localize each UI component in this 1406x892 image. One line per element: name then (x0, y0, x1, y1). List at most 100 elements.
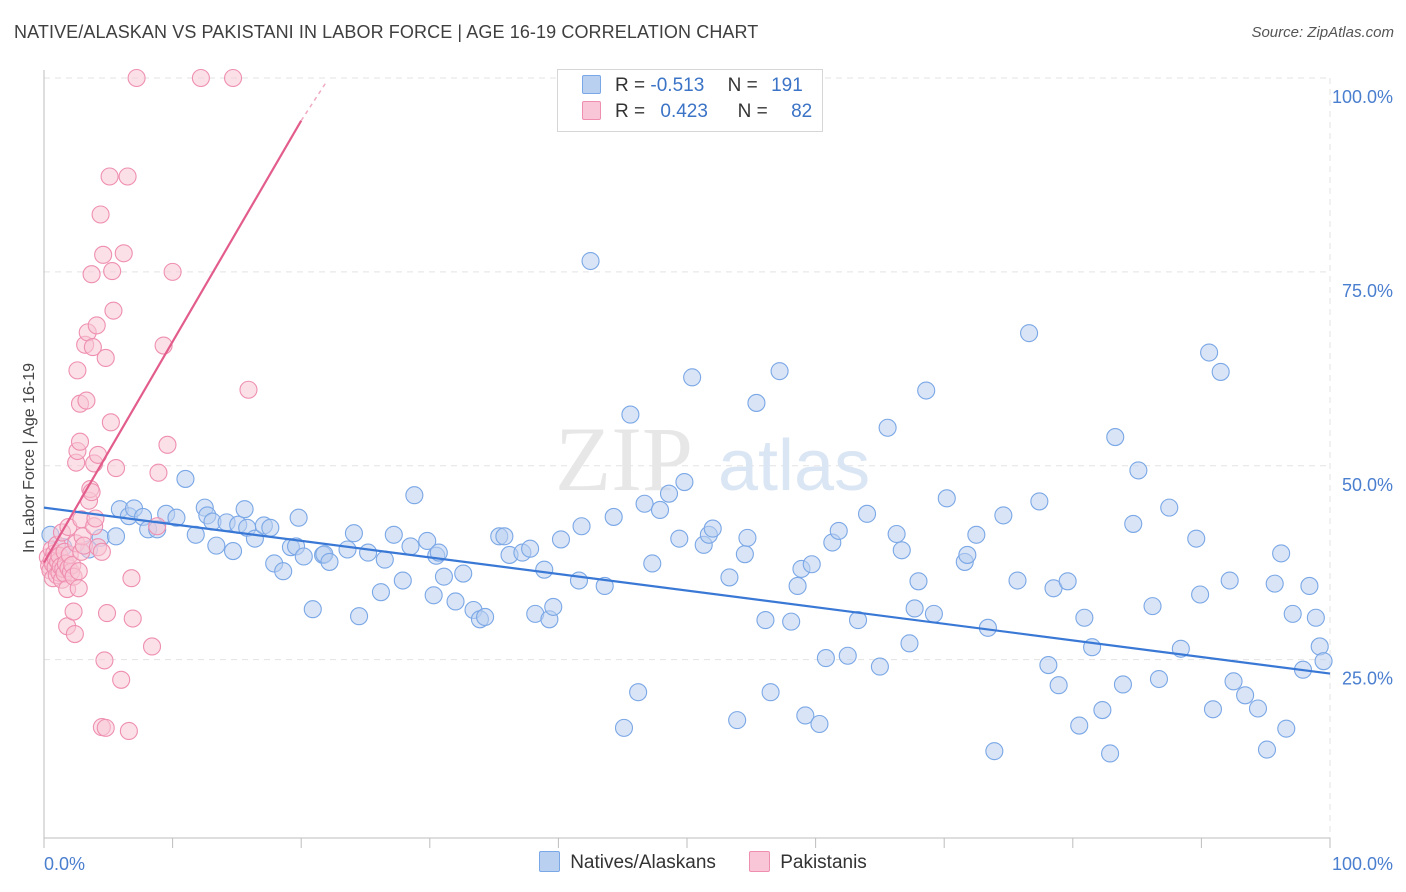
native-point-77 (650, 500, 670, 520)
native-point-114 (937, 489, 956, 508)
axis-labels: 100.0% 75.0% 50.0% 25.0% 0.0% 100.0% In Labor … (21, 87, 1393, 874)
native-point-143 (1200, 343, 1219, 362)
native-point-76 (643, 554, 662, 573)
native-point-152 (1272, 544, 1291, 563)
y-tick-label-3: 25.0% (1342, 669, 1393, 689)
native-point-139 (1160, 498, 1179, 517)
native-point-85 (720, 568, 739, 587)
pakistani-point-36 (69, 562, 88, 581)
pakistani-point-29 (64, 602, 83, 621)
native-point-142 (1191, 585, 1210, 604)
natives-legend-label: Natives/Alaskans (570, 852, 716, 873)
native-point-75 (635, 494, 654, 513)
native-point-13 (176, 469, 195, 488)
legend-row-pakistanis: R = 0.423 N = 82 (582, 101, 812, 127)
native-point-145 (1211, 362, 1230, 381)
pakistanis-trend-extension (300, 80, 328, 122)
pakistani-point-79 (142, 637, 162, 656)
native-point-84 (703, 519, 722, 538)
native-point-73 (621, 405, 640, 424)
pakistani-point-75 (122, 569, 141, 588)
pakistani-point-77 (149, 463, 168, 482)
native-point-112 (917, 381, 936, 400)
native-point-36 (320, 552, 339, 571)
native-point-41 (371, 583, 390, 602)
native-point-148 (1236, 686, 1255, 705)
data-points (38, 68, 1333, 763)
pakistani-point-45 (77, 391, 96, 410)
natives-legend-swatch (539, 851, 561, 872)
natives-r-label: R = (615, 75, 646, 96)
pakistani-point-84 (223, 68, 243, 88)
pakistani-point-34 (68, 361, 87, 380)
pakistani-point-61 (94, 245, 113, 264)
native-point-98 (810, 714, 829, 734)
native-point-147 (1224, 672, 1243, 691)
native-point-156 (1300, 576, 1319, 596)
native-point-106 (878, 418, 897, 437)
chart-source: Source: ZipAtlas.com (1251, 24, 1394, 41)
watermark-atlas: atlas (718, 426, 870, 506)
native-point-63 (535, 560, 554, 579)
pakistanis-n-label: N = (737, 101, 768, 122)
native-point-20 (223, 542, 243, 561)
native-point-94 (788, 576, 807, 596)
native-point-26 (261, 518, 280, 537)
pakistani-point-70 (106, 459, 126, 478)
pakistani-point-67 (101, 413, 120, 432)
native-point-50 (429, 543, 448, 562)
pakistani-point-58 (91, 205, 110, 224)
natives-trend-line (43, 506, 1331, 675)
native-point-70 (595, 576, 614, 596)
native-point-80 (675, 472, 694, 492)
native-point-40 (359, 543, 378, 562)
native-point-157 (1306, 608, 1325, 627)
native-point-43 (384, 525, 403, 544)
natives-n-value: 191 (771, 75, 803, 96)
legend-item-natives: Natives/Alaskans (539, 851, 716, 874)
native-point-39 (350, 607, 369, 626)
native-point-66 (551, 530, 571, 549)
native-point-45 (401, 537, 420, 556)
native-point-107 (887, 524, 906, 544)
pakistani-point-51 (83, 338, 102, 357)
native-point-68 (572, 517, 591, 536)
native-point-122 (1020, 324, 1039, 343)
pakistani-point-31 (65, 624, 84, 644)
x-tick-label-0: 0.0% (44, 854, 85, 874)
native-point-136 (1129, 461, 1148, 480)
pakistani-point-81 (158, 435, 177, 454)
pakistani-point-78 (148, 517, 167, 536)
native-point-121 (1008, 571, 1027, 590)
native-point-81 (683, 368, 702, 387)
native-point-101 (829, 521, 848, 540)
native-point-134 (1113, 675, 1133, 694)
pakistani-point-82 (163, 262, 182, 281)
native-point-42 (375, 550, 394, 569)
chart-title: NATIVE/ALASKAN VS PAKISTANI IN LABOR FOR… (14, 22, 759, 42)
pakistanis-r-label: R = (615, 101, 646, 122)
natives-swatch (582, 75, 601, 94)
native-point-113 (924, 604, 943, 623)
native-point-22 (235, 500, 254, 519)
native-point-71 (604, 507, 623, 526)
native-point-32 (294, 547, 313, 566)
native-point-104 (857, 504, 877, 523)
native-point-120 (994, 506, 1013, 525)
pakistani-point-83 (191, 68, 210, 88)
native-point-124 (1039, 656, 1058, 675)
pakistani-point-86 (127, 68, 146, 88)
correlation-legend: R = -0.513 N = 191 R = 0.423 N = 82 (557, 69, 823, 132)
native-point-135 (1124, 514, 1143, 533)
pakistanis-legend-label: Pakistanis (780, 852, 867, 873)
pakistani-point-63 (96, 348, 115, 368)
native-point-28 (274, 562, 293, 581)
native-point-79 (670, 529, 689, 548)
native-point-132 (1101, 744, 1120, 763)
series-legend: Natives/Alaskans Pakistanis (0, 851, 1406, 874)
pakistani-point-62 (95, 651, 114, 670)
native-point-72 (614, 718, 634, 737)
native-point-12 (167, 508, 186, 527)
native-point-123 (1030, 492, 1049, 511)
native-point-18 (207, 536, 226, 555)
